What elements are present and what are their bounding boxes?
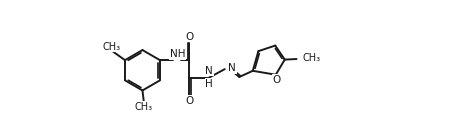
Text: O: O (185, 32, 193, 42)
Text: CH₃: CH₃ (135, 102, 152, 112)
Text: NH: NH (170, 49, 185, 59)
Text: H: H (205, 79, 213, 89)
Text: O: O (272, 75, 280, 85)
Text: N: N (205, 66, 213, 75)
Text: CH₃: CH₃ (102, 42, 121, 52)
Text: N: N (228, 63, 235, 73)
Text: CH₃: CH₃ (302, 53, 320, 64)
Text: O: O (185, 96, 193, 106)
